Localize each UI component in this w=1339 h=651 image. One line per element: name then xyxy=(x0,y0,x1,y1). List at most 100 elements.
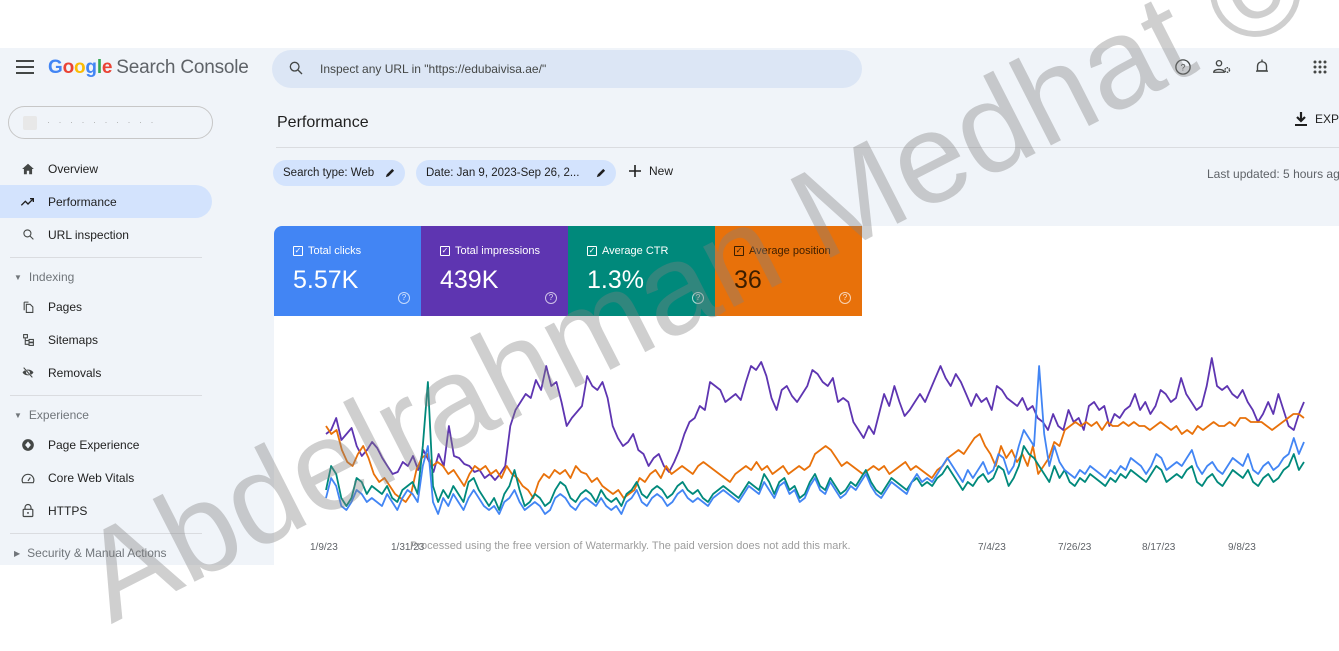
series-line-total-clicks xyxy=(325,365,1305,515)
x-tick-label: 7/4/23 xyxy=(978,542,1006,553)
logo-letter: e xyxy=(101,57,113,78)
performance-line-chart[interactable] xyxy=(274,316,1339,536)
sidebar-item-label: Page Experience xyxy=(48,437,140,452)
new-filter-button[interactable]: New xyxy=(629,164,673,178)
sidebar-item-sitemaps[interactable]: Sitemaps xyxy=(0,323,212,356)
notifications-icon[interactable] xyxy=(1253,58,1271,76)
metric-label: ✓ Average CTR xyxy=(587,245,668,257)
sidebar-section-security[interactable]: ▶ Security & Manual Actions xyxy=(0,540,215,566)
property-name: · · · · · · · · · · xyxy=(47,117,157,127)
x-tick-label: 7/26/23 xyxy=(1058,542,1092,553)
metric-label-text: Average position xyxy=(749,245,831,257)
checkbox-checked-icon: ✓ xyxy=(293,246,303,256)
search-icon xyxy=(20,227,36,243)
sidebar-item-performance[interactable]: Performance xyxy=(0,185,212,218)
help-icon[interactable]: ? xyxy=(398,292,410,304)
sidebar-item-overview[interactable]: Overview xyxy=(0,152,212,185)
sidebar-divider xyxy=(10,257,202,258)
logo-letter: o xyxy=(74,57,86,78)
search-console-app: Google Search Console · · · · · · · · · ·… xyxy=(0,48,1339,565)
sidebar-item-https[interactable]: HTTPS xyxy=(0,494,212,527)
trending-up-icon xyxy=(20,194,36,210)
filter-chip-search-type[interactable]: Search type: Web xyxy=(273,160,406,186)
sidebar-item-label: Pages xyxy=(48,299,83,314)
main-menu-icon[interactable] xyxy=(16,60,34,74)
sidebar-item-label: HTTPS xyxy=(48,503,88,518)
logo-letter: g xyxy=(85,57,97,78)
x-tick-label: 9/8/23 xyxy=(1228,542,1256,553)
checkbox-checked-icon: ✓ xyxy=(587,246,597,256)
metric-card-average-ctr[interactable]: ✓ Average CTR 1.3%? xyxy=(568,226,715,316)
top-blank-band xyxy=(0,0,1339,48)
visibility-off-icon xyxy=(20,365,36,381)
export-label: EXPORT xyxy=(1315,112,1339,126)
header-divider xyxy=(276,147,1339,148)
sidebar-nav: Overview Performance URL inspection ▼ In… xyxy=(0,152,215,566)
plus-icon xyxy=(629,165,641,177)
x-tick-label: 1/9/23 xyxy=(310,542,338,553)
help-icon[interactable]: ? xyxy=(839,292,851,304)
page-experience-icon xyxy=(20,437,36,453)
edit-pencil-icon xyxy=(597,168,606,177)
sitemap-icon xyxy=(20,332,36,348)
sidebar-item-removals[interactable]: Removals xyxy=(0,356,212,389)
sidebar-item-label: Core Web Vitals xyxy=(48,470,135,485)
url-inspection-search-bar[interactable]: Inspect any URL in "https://edubaivisa.a… xyxy=(272,50,862,88)
metric-label: ✓ Total impressions xyxy=(440,245,540,257)
caret-down-icon: ▼ xyxy=(14,410,22,420)
x-tick-label: 8/17/23 xyxy=(1142,542,1176,553)
sidebar-item-url-inspection[interactable]: URL inspection xyxy=(0,218,212,251)
performance-chart-card: ✓ Total clicks 5.57K? ✓ Total impressions 439… xyxy=(274,226,1339,565)
filter-chip-label: Search type: Web xyxy=(283,167,375,179)
caret-down-icon: ▼ xyxy=(14,272,22,282)
edit-pencil-icon xyxy=(386,168,395,177)
sidebar-divider xyxy=(10,395,202,396)
sidebar-section-experience[interactable]: ▼ Experience xyxy=(0,402,215,428)
metric-value: 5.57K xyxy=(293,266,359,294)
google-wordmark: Google xyxy=(48,57,112,78)
download-icon xyxy=(1295,112,1307,126)
metric-label-text: Average CTR xyxy=(602,245,669,257)
help-icon[interactable]: ? xyxy=(545,292,557,304)
sidebar-section-indexing[interactable]: ▼ Indexing xyxy=(0,264,215,290)
property-selector[interactable]: · · · · · · · · · · xyxy=(8,106,213,139)
metric-label-text: Total clicks xyxy=(308,245,362,257)
sidebar-item-pages[interactable]: Pages xyxy=(0,290,212,323)
sidebar-item-label: Overview xyxy=(48,161,99,176)
export-button[interactable]: EXPORT xyxy=(1295,112,1339,126)
caret-right-icon: ▶ xyxy=(14,548,21,558)
section-title: Security & Manual Actions xyxy=(27,546,167,560)
series-line-average-position xyxy=(325,413,1305,503)
metric-value: 1.3% xyxy=(587,266,644,294)
sidebar-item-core-web-vitals[interactable]: Core Web Vitals xyxy=(0,461,212,494)
metric-label: ✓ Average position xyxy=(734,245,831,257)
apps-grid-icon[interactable] xyxy=(1313,60,1327,74)
page-title: Performance xyxy=(277,114,369,131)
metric-card-average-position[interactable]: ✓ Average position 36? xyxy=(715,226,862,316)
manage-users-icon[interactable] xyxy=(1212,58,1232,76)
metric-card-total-clicks[interactable]: ✓ Total clicks 5.57K? xyxy=(274,226,421,316)
filter-chip-date[interactable]: Date: Jan 9, 2023-Sep 26, 2... xyxy=(416,160,617,186)
help-icon[interactable]: ? xyxy=(1174,58,1192,76)
sidebar-item-label: Removals xyxy=(48,365,102,380)
checkbox-checked-icon: ✓ xyxy=(440,246,450,256)
section-title: Indexing xyxy=(28,270,75,284)
sidebar-item-page-experience[interactable]: Page Experience xyxy=(0,428,212,461)
speed-gauge-icon xyxy=(20,470,36,486)
logo-letter: G xyxy=(48,57,63,78)
pages-icon xyxy=(20,299,36,315)
logo-letter: o xyxy=(62,57,75,78)
home-icon xyxy=(20,161,36,177)
section-title: Experience xyxy=(28,408,89,422)
search-console-logo[interactable]: Google Search Console xyxy=(48,57,249,79)
lock-icon xyxy=(20,503,36,519)
last-updated-text: Last updated: 5 hours ago xyxy=(1207,167,1339,181)
new-filter-label: New xyxy=(649,164,674,178)
series-line-average-ctr xyxy=(325,381,1305,511)
svg-text:?: ? xyxy=(1180,62,1185,72)
help-icon[interactable]: ? xyxy=(692,292,704,304)
series-line-total-impressions xyxy=(325,357,1305,481)
metric-card-total-impressions[interactable]: ✓ Total impressions 439K? xyxy=(421,226,568,316)
sidebar-item-label: URL inspection xyxy=(48,227,129,242)
sidebar-item-label: Performance xyxy=(48,194,117,209)
